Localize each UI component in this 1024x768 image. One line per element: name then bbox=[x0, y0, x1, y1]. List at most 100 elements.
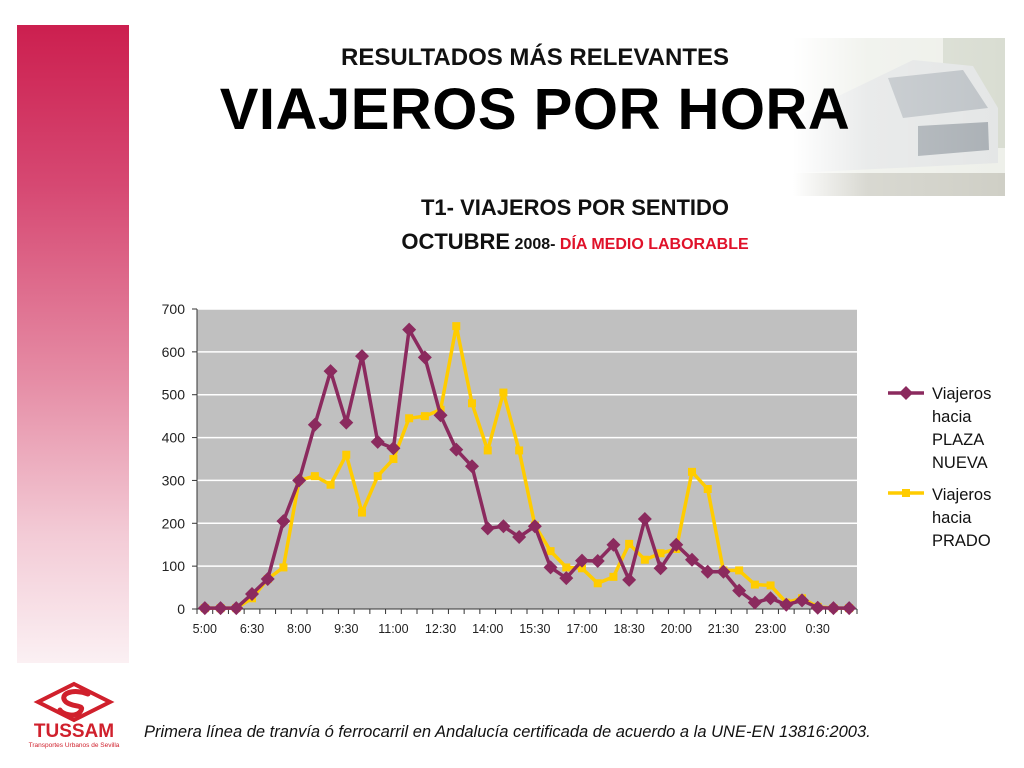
data-point-plaza bbox=[763, 591, 778, 606]
data-point-plaza bbox=[339, 415, 354, 430]
logo-name: TUSSAM bbox=[34, 721, 114, 742]
data-point-plaza bbox=[795, 593, 809, 608]
data-point-plaza bbox=[323, 364, 338, 379]
data-point-prado bbox=[389, 455, 398, 463]
data-point-plaza bbox=[307, 417, 322, 432]
x-tick-label: 5:00 bbox=[193, 622, 217, 636]
x-tick-label: 18:30 bbox=[614, 622, 645, 636]
data-point-plaza bbox=[575, 553, 589, 568]
x-tick-label: 17:00 bbox=[566, 622, 597, 636]
data-point-plaza bbox=[370, 434, 385, 449]
plot-area bbox=[197, 309, 857, 609]
legend-label-prado: PRADO bbox=[932, 532, 991, 550]
data-point-prado bbox=[468, 399, 476, 408]
x-tick-label: 12:30 bbox=[425, 622, 456, 636]
data-point-plaza bbox=[197, 601, 212, 616]
x-tick-label: 8:00 bbox=[287, 622, 311, 636]
chart-subtitle-month: OCTUBRE bbox=[401, 229, 511, 254]
x-tick-label: 9:30 bbox=[334, 622, 358, 636]
tussam-logo: TUSSAM Transportes Urbanos de Sevilla bbox=[29, 681, 120, 749]
chart-title: T1- VIAJEROS POR SENTIDO bbox=[420, 195, 730, 220]
data-point-prado bbox=[358, 508, 366, 517]
decorative-side-band bbox=[17, 25, 129, 663]
x-tick-label: 0:30 bbox=[806, 622, 830, 636]
data-point-prado bbox=[326, 480, 335, 489]
data-point-plaza bbox=[527, 519, 542, 534]
data-point-prado bbox=[750, 580, 759, 589]
data-point-plaza bbox=[685, 552, 699, 567]
data-point-prado bbox=[688, 467, 696, 476]
x-tick-label: 21:30 bbox=[708, 622, 739, 636]
data-point-plaza bbox=[716, 564, 731, 579]
data-point-plaza bbox=[260, 572, 275, 586]
y-tick-label: 700 bbox=[162, 301, 186, 317]
legend-label-plaza: hacia bbox=[932, 408, 972, 426]
x-tick-label: 15:30 bbox=[519, 622, 550, 636]
data-point-plaza bbox=[480, 521, 495, 536]
y-tick-label: 100 bbox=[162, 558, 186, 574]
data-point-prado bbox=[625, 539, 634, 548]
page-title: VIAJEROS POR HORA bbox=[219, 77, 851, 142]
data-point-plaza bbox=[747, 595, 762, 610]
x-tick-label: 6:30 bbox=[240, 622, 264, 636]
data-point-prado bbox=[310, 472, 319, 481]
footer-note: Primera línea de tranvía ó ferrocarril e… bbox=[144, 723, 871, 741]
legend-marker-prado bbox=[902, 489, 910, 497]
data-point-plaza bbox=[842, 601, 857, 616]
data-point-plaza bbox=[653, 561, 668, 576]
legend-label-plaza: PLAZA bbox=[932, 431, 984, 449]
legend-marker-plaza bbox=[899, 386, 913, 400]
data-point-plaza bbox=[669, 537, 684, 552]
data-point-prado bbox=[656, 549, 665, 558]
logo-tagline: Transportes Urbanos de Sevilla bbox=[29, 742, 120, 749]
page-subtitle: RESULTADOS MÁS RELEVANTES bbox=[340, 44, 730, 71]
data-point-plaza bbox=[559, 571, 574, 586]
data-point-plaza bbox=[779, 597, 794, 612]
data-point-plaza bbox=[355, 349, 369, 364]
x-tick-label: 23:00 bbox=[755, 622, 786, 636]
chart-subtitle: OCTUBRE 2008- DÍA MEDIO LABORABLE bbox=[300, 229, 850, 255]
data-point-plaza bbox=[826, 601, 841, 616]
data-point-plaza bbox=[637, 512, 652, 526]
y-tick-label: 500 bbox=[162, 387, 186, 403]
data-point-prado bbox=[546, 547, 555, 556]
data-point-prado bbox=[640, 555, 649, 564]
data-point-plaza bbox=[700, 564, 715, 579]
data-point-prado bbox=[515, 446, 524, 455]
data-point-plaza bbox=[386, 441, 401, 456]
data-point-plaza bbox=[465, 459, 479, 474]
data-point-plaza bbox=[606, 537, 621, 552]
legend-label-plaza: NUEVA bbox=[932, 454, 988, 472]
data-point-plaza bbox=[229, 601, 244, 616]
legend-label-prado: hacia bbox=[932, 509, 972, 527]
data-point-plaza bbox=[213, 601, 228, 616]
y-tick-label: 600 bbox=[162, 344, 186, 360]
data-point-prado bbox=[405, 414, 414, 423]
data-point-plaza bbox=[449, 442, 464, 457]
data-point-prado bbox=[703, 485, 712, 493]
y-tick-label: 300 bbox=[162, 472, 186, 488]
data-point-plaza bbox=[402, 322, 417, 337]
tram-photo bbox=[793, 38, 1005, 196]
data-point-prado bbox=[342, 450, 351, 459]
data-point-prado bbox=[420, 412, 429, 421]
data-point-prado bbox=[578, 564, 586, 573]
data-point-prado bbox=[452, 322, 461, 331]
legend-label-plaza: Viajeros bbox=[932, 385, 991, 403]
data-point-plaza bbox=[417, 350, 432, 365]
data-point-prado bbox=[483, 446, 492, 455]
data-point-plaza bbox=[276, 514, 291, 529]
data-point-plaza bbox=[496, 519, 511, 534]
data-point-prado bbox=[499, 388, 508, 397]
x-tick-label: 20:00 bbox=[661, 622, 692, 636]
x-tick-label: 11:00 bbox=[378, 622, 408, 636]
data-point-plaza bbox=[433, 408, 448, 423]
chart-subtitle-daytype: DÍA MEDIO LABORABLE bbox=[559, 236, 749, 253]
data-point-prado bbox=[766, 581, 775, 590]
y-tick-label: 0 bbox=[177, 601, 185, 617]
x-tick-label: 14:00 bbox=[472, 622, 503, 636]
data-point-plaza bbox=[590, 554, 605, 568]
data-point-prado bbox=[373, 472, 382, 481]
y-tick-label: 200 bbox=[162, 515, 186, 531]
